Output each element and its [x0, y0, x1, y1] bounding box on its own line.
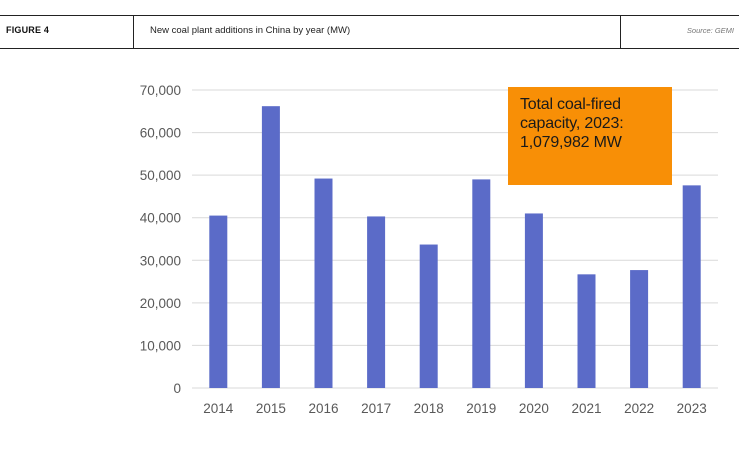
y-tick-label: 30,000: [140, 253, 181, 268]
figure-header: FIGURE 4 New coal plant additions in Chi…: [0, 15, 739, 49]
y-tick-label: 20,000: [140, 296, 181, 311]
bar-2018: [419, 244, 438, 388]
bar-2023: [682, 185, 701, 388]
x-tick-label: 2018: [414, 401, 444, 416]
figure-title: New coal plant additions in China by yea…: [150, 25, 351, 36]
x-tick-label: 2023: [677, 401, 707, 416]
bar-chart: 0 10,000 20,000 30,000 40,000 50,000 60,000 70,…: [140, 83, 718, 416]
x-axis-ticks: 2014 2015 2016 2017 2018 2019 2020 2021 2022 2023: [203, 401, 706, 416]
y-tick-label: 10,000: [140, 338, 181, 353]
x-tick-label: 2015: [256, 401, 286, 416]
bar-2022: [630, 270, 649, 388]
header-top-rule: [0, 15, 739, 16]
bar-2016: [314, 178, 333, 388]
y-tick-label: 60,000: [140, 126, 181, 141]
bars: [209, 106, 701, 389]
callout-line-3: 1,079,982 MW: [520, 134, 622, 151]
y-tick-label: 0: [173, 381, 181, 396]
x-tick-label: 2017: [361, 401, 391, 416]
bar-2014: [209, 215, 228, 388]
x-tick-label: 2016: [308, 401, 338, 416]
bar-2015: [261, 106, 280, 389]
x-tick-label: 2014: [203, 401, 234, 416]
x-tick-label: 2021: [571, 401, 601, 416]
figure-label: FIGURE 4: [6, 25, 50, 35]
y-tick-label: 50,000: [140, 168, 181, 183]
x-tick-label: 2022: [624, 401, 654, 416]
header-bottom-rule: [0, 48, 739, 49]
y-tick-label: 70,000: [140, 83, 181, 98]
x-tick-label: 2020: [519, 401, 549, 416]
y-axis-ticks: 0 10,000 20,000 30,000 40,000 50,000 60,000 70,…: [140, 83, 181, 396]
y-tick-label: 40,000: [140, 211, 181, 226]
figure-source: Source: GEMI: [686, 26, 734, 35]
total-capacity-callout: Total coal-fired capacity, 2023: 1,079,9…: [508, 87, 672, 185]
bar-2017: [367, 216, 386, 388]
callout-line-2: capacity, 2023:: [520, 115, 624, 132]
callout-line-1: Total coal-fired: [520, 96, 621, 113]
bar-2021: [577, 274, 596, 388]
header-divider-right: [620, 15, 621, 49]
header-divider-left: [133, 15, 134, 49]
bar-2019: [472, 179, 491, 388]
bar-2020: [524, 213, 543, 388]
x-tick-label: 2019: [466, 401, 496, 416]
